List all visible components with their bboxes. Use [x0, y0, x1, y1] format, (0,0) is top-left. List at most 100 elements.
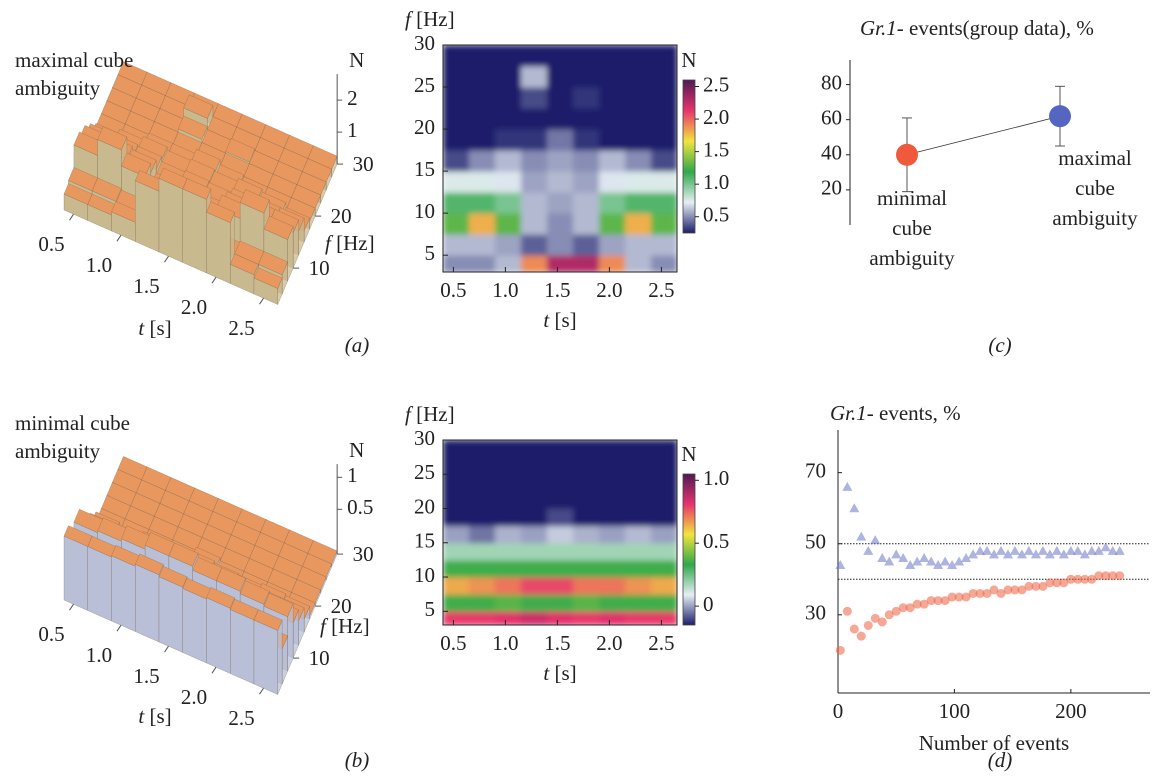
x-tick [211, 666, 217, 674]
heatmap-cell [443, 129, 470, 151]
heatmap-cell [599, 234, 626, 256]
heatmap-cell [521, 474, 548, 492]
marker [1052, 578, 1062, 588]
heatmap-cell [651, 255, 678, 273]
bar-top [253, 267, 283, 289]
marker [1023, 545, 1034, 555]
panel-label: (a) [345, 333, 370, 357]
heatmap-cell [599, 213, 626, 235]
heatmap-cell [625, 66, 652, 88]
plot-frame [442, 44, 678, 273]
title-text: - events(group data), % [897, 16, 1094, 40]
x-tick-label: 1.0 [492, 631, 518, 655]
bar-front [182, 188, 207, 274]
heatmap-cell [443, 525, 470, 544]
heatmap-cell [573, 192, 600, 214]
marker [1037, 545, 1048, 555]
x-tick-label: 2.0 [596, 278, 622, 302]
marker [995, 545, 1006, 555]
bar-front [182, 588, 207, 664]
heatmap-cell [625, 577, 652, 595]
heatmap-cell [521, 559, 548, 578]
heatmap-cell [495, 108, 522, 130]
heatmap-cell [521, 45, 548, 67]
heatmap-cell [521, 87, 548, 109]
marker [1080, 574, 1090, 584]
x-tick [164, 645, 169, 653]
heatmap-cell [625, 457, 652, 475]
panel-title: maximal cube [15, 48, 133, 72]
heatmap-cell [651, 66, 678, 88]
surface-bars [63, 61, 338, 305]
heatmap-cell [443, 508, 470, 527]
bar-front [135, 180, 160, 253]
heatmap-cell [443, 594, 470, 612]
marker [1108, 571, 1118, 581]
heatmap-cell [625, 594, 652, 612]
y-tick-label: 30 [805, 601, 826, 625]
heatmap-cell [547, 611, 574, 626]
y-tick-label: 50 [805, 530, 826, 554]
heatmap-cell [521, 150, 548, 172]
heatmap-cell [651, 525, 678, 544]
marker [1066, 574, 1076, 584]
x-tick-label: 2.0 [181, 295, 207, 319]
heatmap-cell [599, 255, 626, 273]
marker [1009, 545, 1020, 555]
heatmap-cell [651, 491, 678, 510]
heatmap-cell [495, 474, 522, 492]
title-italic: Gr.1 [830, 401, 867, 425]
colorbar-tick-label: 1.0 [703, 466, 729, 490]
marker [989, 585, 999, 595]
x-axis-label: Number of events [919, 731, 1069, 755]
marker [912, 599, 922, 609]
y-tick-label: 10 [309, 256, 330, 280]
heatmap-cell [469, 457, 496, 475]
x-tick-label: 2.0 [181, 685, 207, 709]
marker [975, 588, 985, 598]
heatmap-cell [599, 171, 626, 193]
heatmap-cell [521, 192, 548, 214]
heatmap-cell [651, 192, 678, 214]
marker [1003, 585, 1013, 595]
heatmap-cell [521, 129, 548, 151]
heatmap-cell [521, 542, 548, 561]
marker [1045, 578, 1055, 588]
bar-top [97, 126, 128, 151]
marker [919, 599, 929, 609]
bar-front [158, 178, 183, 263]
heatmap-cell [469, 594, 496, 612]
heatmap-cell [651, 150, 678, 172]
x-tick [211, 276, 217, 284]
heatmap-cell [495, 234, 522, 256]
heatmap-cell [443, 45, 470, 67]
marker [898, 603, 908, 613]
heatmap-cell [651, 129, 678, 151]
y-tick-label: 30 [353, 542, 374, 566]
heatmap-cell [547, 594, 574, 612]
title-text: - events, % [867, 401, 961, 425]
panel-title: minimal cube [15, 411, 130, 435]
y-tick-label: 10 [414, 563, 435, 587]
heatmap-cell [469, 440, 496, 458]
heatmap-cell [547, 559, 574, 578]
marker [863, 545, 874, 555]
heatmap-cell [599, 150, 626, 172]
heatmap-cell [469, 87, 496, 109]
heatmap-cell [625, 45, 652, 67]
bar-top [216, 567, 246, 592]
bar-top [263, 592, 294, 617]
heatmap-cell [547, 577, 574, 595]
heatmap-cell [443, 171, 470, 193]
bar-side [277, 620, 283, 695]
heatmap-cell [547, 542, 574, 561]
heatmap-cell [521, 108, 548, 130]
marker [1093, 545, 1104, 555]
heatmap-cell [599, 66, 626, 88]
heatmap-cell [573, 45, 600, 67]
panel-label: (d) [988, 748, 1013, 772]
heatmap-cell [599, 129, 626, 151]
bar-top [258, 251, 288, 276]
heatmap-cell [625, 559, 652, 578]
